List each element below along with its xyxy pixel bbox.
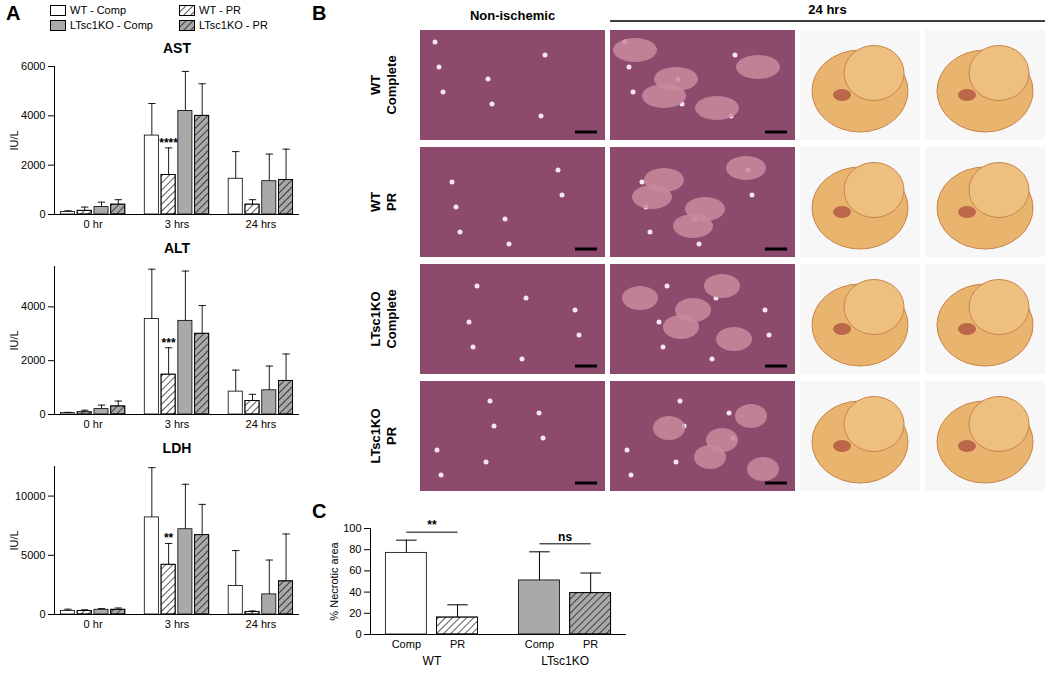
svg-text:2000: 2000	[21, 354, 45, 366]
svg-text:PR: PR	[583, 638, 598, 650]
svg-text:10000: 10000	[15, 490, 46, 502]
svg-text:24 hrs: 24 hrs	[246, 418, 277, 430]
svg-text:IU/L: IU/L	[8, 530, 20, 550]
svg-text:**: **	[427, 518, 437, 532]
svg-text:WTComplete: WTComplete	[368, 55, 399, 114]
svg-text:0 hr: 0 hr	[84, 418, 103, 430]
svg-text:****: ****	[159, 136, 178, 150]
svg-text:4000: 4000	[21, 109, 45, 121]
svg-text:0: 0	[39, 608, 45, 620]
html-text:LTsc1KO - Comp: LTsc1KO - Comp	[70, 19, 153, 31]
svg-text:IU/L: IU/L	[8, 330, 20, 350]
svg-text:24 hrs: 24 hrs	[808, 2, 846, 17]
svg-text:0: 0	[355, 628, 361, 640]
svg-text:LTsc1KO: LTsc1KO	[541, 654, 589, 668]
svg-text:% Necrotic area: % Necrotic area	[328, 541, 340, 620]
svg-text:4000: 4000	[21, 300, 45, 312]
svg-text:100: 100	[343, 522, 361, 534]
svg-text:WT: WT	[423, 654, 442, 668]
svg-text:40: 40	[349, 586, 361, 598]
svg-text:B: B	[312, 2, 326, 24]
html-text:A: A	[6, 2, 21, 24]
svg-text:Comp: Comp	[525, 638, 554, 650]
html-text:LDH: LDH	[162, 440, 192, 456]
svg-text:ns: ns	[558, 530, 572, 544]
svg-text:3 hrs: 3 hrs	[165, 218, 190, 230]
svg-text:0: 0	[39, 408, 45, 420]
html-text:LTsc1KO - PR: LTsc1KO - PR	[199, 19, 268, 31]
svg-text:0 hr: 0 hr	[84, 218, 103, 230]
svg-text:60: 60	[349, 564, 361, 576]
svg-text:80: 80	[349, 543, 361, 555]
svg-text:Non-ischemic: Non-ischemic	[470, 8, 555, 23]
html-text:WT - Comp: WT - Comp	[70, 4, 126, 16]
html-text:AST: AST	[163, 40, 191, 56]
html-text:WT - PR: WT - PR	[199, 4, 241, 16]
svg-text:PR: PR	[450, 638, 465, 650]
svg-text:20: 20	[349, 607, 361, 619]
svg-text:3 hrs: 3 hrs	[165, 618, 190, 630]
svg-text:2000: 2000	[21, 159, 45, 171]
svg-text:3 hrs: 3 hrs	[165, 418, 190, 430]
svg-text:IU/L: IU/L	[8, 130, 20, 150]
svg-text:0: 0	[39, 208, 45, 220]
svg-text:5000: 5000	[21, 549, 45, 561]
svg-text:Comp: Comp	[392, 638, 421, 650]
svg-text:24 hrs: 24 hrs	[246, 618, 277, 630]
svg-text:LTsc1KOPR: LTsc1KOPR	[368, 408, 399, 463]
svg-text:**: **	[164, 531, 174, 545]
svg-text:24 hrs: 24 hrs	[246, 218, 277, 230]
svg-text:0 hr: 0 hr	[84, 618, 103, 630]
svg-text:LTsc1KOComplete: LTsc1KOComplete	[368, 289, 399, 348]
svg-text:WTPR: WTPR	[368, 192, 399, 212]
html-text:ALT: ALT	[163, 240, 191, 256]
html-text:C: C	[312, 500, 327, 522]
svg-text:6000: 6000	[21, 60, 45, 72]
svg-text:***: ***	[162, 336, 176, 350]
